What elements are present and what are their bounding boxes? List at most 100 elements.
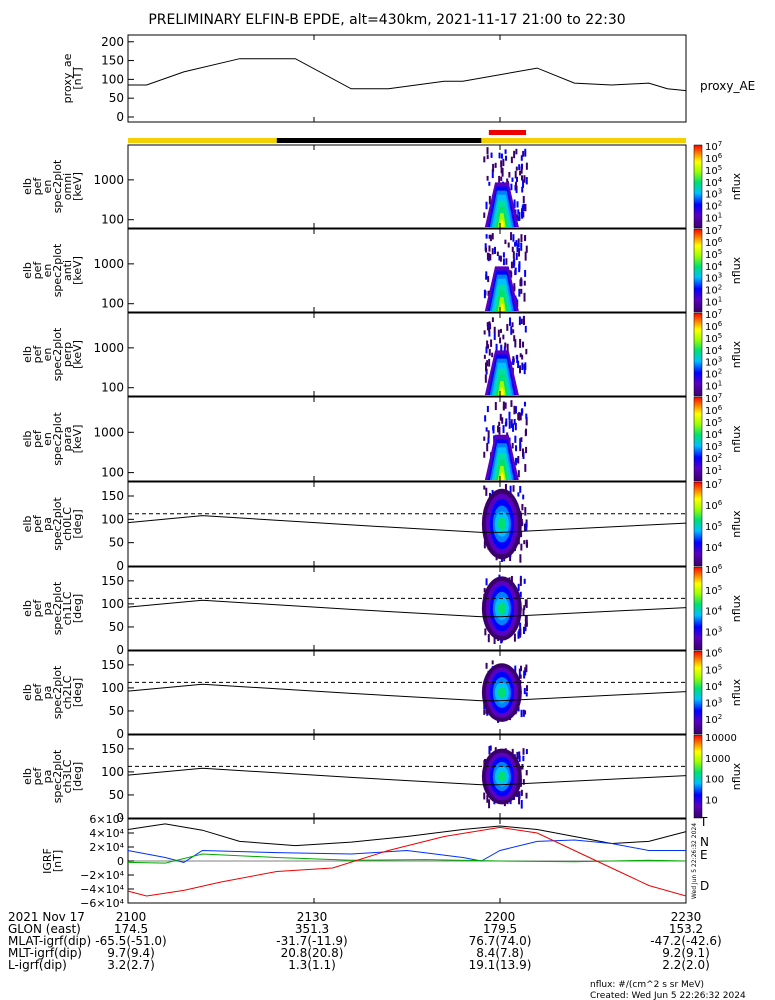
colorbar-tick-label: 100 (705, 775, 724, 786)
igrf-series-D (127, 826, 687, 897)
pa-ch3-colorbar-label: nflux (730, 762, 743, 790)
axis-label-line: pef (31, 429, 44, 448)
spectrogram-cell (522, 494, 525, 500)
spectrogram-cell (524, 269, 527, 277)
proxy-ae-series-label: proxy_AE (700, 79, 755, 93)
colorbar-exponent: 7 (718, 224, 722, 232)
spectrogram-cell (488, 349, 491, 356)
spectrogram-cell (483, 588, 486, 593)
spectrogram-cell (518, 796, 521, 805)
spectrogram-cell (516, 354, 519, 364)
axis-label-line: en (41, 180, 54, 194)
pa-ch1-colorbar-label: nflux (730, 594, 743, 622)
spectrogram-cell (522, 316, 525, 326)
pa-ch3-loss-cone-line (127, 767, 687, 786)
spectrogram-cell (498, 152, 501, 159)
spectrogram-cell (523, 175, 526, 183)
axis-label-line: elb (21, 431, 34, 448)
footer-cell: 174.5 (114, 922, 148, 936)
spectrogram-cell (516, 214, 519, 221)
spectrogram-cell (524, 236, 527, 242)
footer-cell: 179.5 (483, 922, 517, 936)
colorbar-exponent: 3 (718, 356, 722, 364)
spectrogram-cell (498, 255, 501, 261)
pa-ch3-colorbar (693, 734, 703, 819)
pa-ch2-panel-frame (127, 650, 687, 735)
spectrogram-cell (505, 258, 508, 265)
spectrogram-cell (485, 578, 488, 586)
spectrogram-cell (486, 442, 489, 452)
spectrogram-cell (491, 169, 494, 179)
spectrogram-cell (492, 163, 495, 172)
axis-label-line: [keV] (71, 172, 84, 201)
axis-label-line: elb (21, 346, 34, 363)
spectrogram-cell (525, 245, 528, 253)
spectrogram-cell (488, 799, 491, 809)
spectrogram-cell (525, 162, 528, 170)
igrf-series-T (127, 823, 687, 847)
spectrogram-cell (525, 522, 528, 532)
proxy-ae-panel-frame (127, 34, 687, 123)
y-tick-label: 0 (116, 559, 124, 573)
spectrogram-cell (517, 216, 520, 222)
colorbar-label: nflux (730, 425, 743, 453)
colorbar-tick-label: 101 (705, 211, 722, 224)
igrf-series-E (127, 853, 687, 864)
spectrogram-cell (520, 800, 523, 809)
spectrogram-cell (522, 608, 525, 616)
spectrogram-cell (524, 619, 527, 627)
spectrogram-cell (512, 423, 515, 432)
axis-label-line: elb (21, 684, 34, 701)
spectrogram-cell (518, 412, 521, 421)
spectrogram-cell (488, 330, 491, 337)
axis-label-line: [nT] (71, 67, 84, 89)
spectrogram-cell (514, 181, 517, 190)
spectrogram-cell (513, 405, 516, 415)
spectrogram-cell (485, 368, 488, 375)
spectrogram-cell (522, 179, 525, 188)
axis-label-line: ch0LC (61, 507, 74, 541)
spectrogram-cell (519, 591, 522, 598)
spectrogram-cell (512, 485, 515, 492)
spectrogram-cell (511, 322, 514, 328)
spectrogram-cell (518, 791, 521, 799)
axis-label-line: en (41, 432, 54, 446)
pa-ch2-cells (481, 660, 528, 723)
spectrogram-cell (491, 352, 494, 358)
spectrogram-cell (499, 472, 505, 480)
spectrogram-cell (519, 338, 522, 348)
spectrogram-cell (486, 322, 489, 331)
spec-anti-cells (483, 232, 528, 311)
spectrogram-cell (524, 148, 527, 157)
colorbar-tick-label: 104 (705, 541, 723, 554)
footer-cell: 2130 (297, 910, 328, 924)
spectrogram-cell (486, 322, 489, 327)
axis-label-line: spec2plot (51, 159, 64, 213)
spectrogram-cell (518, 316, 521, 326)
colorbar-exponent: 2 (718, 283, 722, 291)
colorbar-tick-label: 10000 (705, 733, 737, 744)
spectrogram-cell (483, 451, 486, 458)
spec-para-cells (483, 400, 528, 480)
colorbar-exponent: 6 (718, 236, 723, 244)
spectrogram-cell (510, 419, 513, 428)
spectrogram-cell (520, 789, 523, 796)
spectrogram-cell (518, 164, 521, 171)
spectrogram-cell (499, 255, 502, 262)
spectrogram-cell (483, 792, 486, 800)
spectrogram-cell (487, 430, 490, 439)
spectrogram-cell (517, 456, 520, 464)
igrf-side-text-label: Wed Jun 5 22:26:32 2024 (691, 823, 698, 899)
spectrogram-cell (488, 746, 491, 753)
spectrogram-cell (520, 437, 523, 443)
spectrogram-cell (488, 195, 491, 205)
spectrogram-cell (522, 195, 525, 204)
spectrogram-cell (491, 248, 494, 255)
colorbar-exponent: 4 (718, 680, 723, 688)
pa-ch3-panel-frame (127, 734, 687, 819)
axis-label-line: pef (31, 345, 44, 364)
spectrogram-cell (499, 328, 502, 333)
